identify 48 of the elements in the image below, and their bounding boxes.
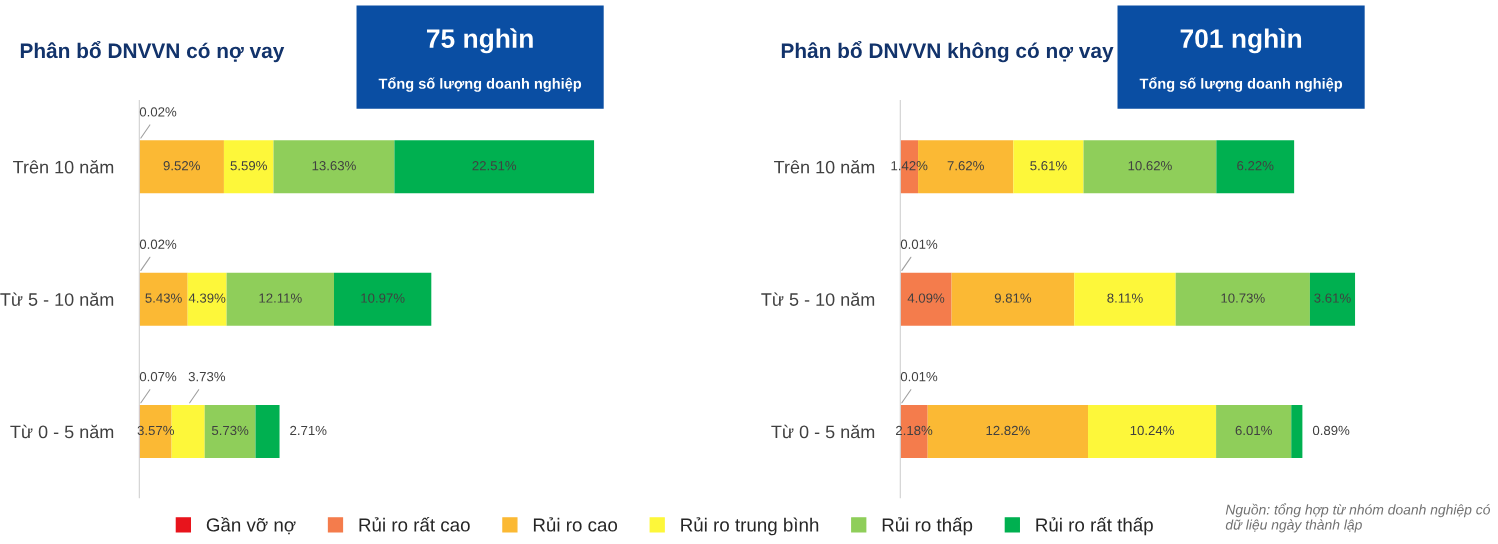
legend-label: Rủi ro cao bbox=[533, 517, 618, 532]
legend-label: Gần vỡ nợ bbox=[206, 516, 296, 535]
data-label: 0.89% bbox=[1312, 425, 1350, 436]
data-label: 5.43% bbox=[145, 293, 182, 303]
chart-title: Phân bổ DNVVN không có nợ vay bbox=[781, 41, 1114, 63]
y-tick-label: Trên 10 năm bbox=[13, 160, 114, 174]
y-tick-label: Từ 0 - 5 năm bbox=[771, 424, 875, 439]
data-label: 22.51% bbox=[472, 161, 517, 171]
y-tick-label: Trên 10 năm bbox=[774, 160, 875, 174]
data-label: 10.97% bbox=[361, 293, 405, 303]
text: 701 nghìn bbox=[1180, 28, 1302, 54]
data-label: 4.09% bbox=[907, 293, 945, 303]
data-label: 8.11% bbox=[1107, 293, 1143, 303]
data-label: 5.59% bbox=[230, 161, 267, 171]
y-tick-label: Từ 5 - 10 năm bbox=[0, 292, 114, 306]
data-label: 5.73% bbox=[211, 425, 249, 436]
data-label: 0.07% bbox=[139, 371, 177, 382]
data-label: 5.61% bbox=[1030, 161, 1067, 171]
text: Tổng số lượng doanh nghiệp bbox=[378, 76, 582, 92]
data-label: 2.71% bbox=[290, 425, 327, 436]
data-label: 6.01% bbox=[1235, 425, 1272, 436]
data-label: 9.81% bbox=[994, 293, 1032, 303]
text: Tổng số lượng doanh nghiệp bbox=[1139, 76, 1343, 92]
legend-label: Rủi ro rất cao bbox=[359, 516, 470, 532]
legend-label: Rủi ro rất thấp bbox=[1036, 516, 1153, 536]
y-tick-label: Từ 5 - 10 năm bbox=[761, 292, 875, 306]
data-label: 10.24% bbox=[1130, 425, 1174, 436]
data-label: 12.11% bbox=[259, 293, 302, 303]
data-label: 10.62% bbox=[1128, 161, 1172, 171]
data-label: 13.63% bbox=[312, 161, 356, 171]
data-label: 7.62% bbox=[947, 161, 984, 171]
data-label: 0.01% bbox=[900, 239, 938, 249]
data-label: 3.73% bbox=[188, 371, 226, 382]
y-tick-label: Từ 0 - 5 năm bbox=[10, 424, 114, 439]
data-label: 0.02% bbox=[139, 107, 177, 117]
data-label: 3.61% bbox=[1314, 293, 1351, 303]
data-label: 9.52% bbox=[163, 161, 200, 171]
data-label: 10.73% bbox=[1221, 293, 1265, 303]
legend-label: Rủi ro trung bình bbox=[681, 517, 819, 536]
text: Nguồn: tổng hợp từ nhóm doanh nghiệp có dữ liệu ngày thành lập bbox=[1225, 503, 1491, 533]
chart-title: Phân bổ DNVVN có nợ vay bbox=[20, 41, 285, 63]
data-label: 6.22% bbox=[1237, 161, 1274, 171]
data-label: 0.01% bbox=[900, 371, 938, 382]
data-label: 0.02% bbox=[139, 239, 177, 249]
text: 75 nghìn bbox=[427, 28, 533, 54]
legend-label: Rủi ro thấp bbox=[882, 516, 973, 536]
data-label: 12.82% bbox=[986, 425, 1030, 436]
data-label: 4.39% bbox=[188, 293, 226, 303]
